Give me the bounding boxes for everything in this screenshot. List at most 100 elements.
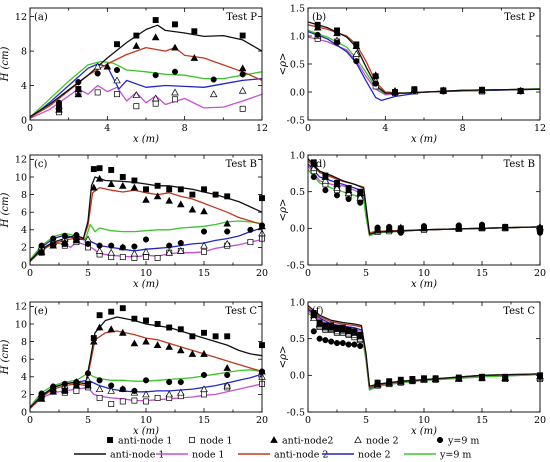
point-d-anti_node_1-11 [502,223,509,230]
point-c-y9-4 [84,240,92,247]
xtick-e-4: 20 [256,415,268,426]
point-e-y9-11 [177,379,184,386]
point-a-y9-5 [171,68,179,75]
ytick-b-0: -0.5 [287,115,305,126]
point-a-y9-2 [94,70,101,77]
point-d-anti_node_1-2 [334,179,340,186]
point-c-node_2-10 [165,248,173,256]
point-e-anti_node_2-8 [119,328,127,336]
ylabel-d: <ρ> [278,199,289,222]
legend-marker-node_1 [189,437,195,443]
point-e-y9-12 [200,371,208,379]
point-e-y9-13 [224,371,231,379]
point-c-anti_node_1-15 [212,191,219,198]
ytick-f-2: 0.5 [290,334,305,345]
point-a-anti_node_2-3 [132,41,141,49]
panel-c: 0 5 10 15 20 0 2 4 6 8 10 12 x (m) H (cm) (c) Test B [0,154,268,290]
line-a-anti_node_1 [30,24,262,118]
ytick-e-2: 4 [21,372,27,383]
xtick-a-3: 12 [256,123,268,134]
point-a-anti_node_1-6 [191,28,198,35]
xlabel-b: x (m) [411,134,437,145]
point-e-node_1-13 [201,391,207,398]
point-a-anti_node_2-7 [238,64,247,72]
point-a-node_1-7 [239,105,246,112]
ytick-a-3: 12 [15,12,27,23]
panel-label-b: (b) [312,12,326,23]
point-a-node_1-2 [94,89,101,96]
ytick-c-0: 0 [21,260,27,271]
point-a-node_2-4 [132,91,141,98]
panel-label-a: (a) [34,12,48,23]
ylabel-a: H (cm) [0,47,11,83]
point-c-y9-9 [142,236,150,243]
legend-simulated-label-node_2: node 2 [358,450,391,461]
xtick-e-2: 10 [140,415,152,426]
panel-label-e: (e) [34,306,48,317]
legend-measured-label-anti_node_2: anti-node2 [282,436,333,447]
xtick-b-3: 12 [534,123,546,134]
point-e-anti_node_2-16 [223,364,231,371]
point-e-node_2-9 [142,390,150,398]
legend-marker-y9 [436,436,444,444]
point-c-anti_node_1-2 [61,240,68,247]
point-c-y9-12 [200,228,208,235]
point-e-node_2-11 [177,388,185,396]
point-b-anti_node_1-6 [440,87,447,94]
test-label-f: Test C [503,306,535,317]
line-e-anti_node_2 [30,330,262,409]
point-c-anti_node_2-14 [200,207,208,215]
point-d-anti_node_1-10 [479,224,485,231]
point-b-node_2-2 [352,49,361,57]
legend: anti-node 1 node 1 anti-node2 node 2 y=9 m an… [74,436,479,461]
point-e-node_2-10 [165,390,173,398]
point-a-anti_node_2-6 [190,54,199,61]
ytick-e-6: 12 [15,302,27,313]
ytick-f-0: -0.5 [287,407,305,418]
xtick-a-0: 0 [27,123,33,134]
point-c-y9-6 [108,242,115,249]
ytick-d-3: 1.0 [290,150,305,161]
point-d-anti_node_1-1 [322,172,329,179]
legend-simulated-label-anti_node_2: anti-node 2 [274,450,328,461]
point-f-anti_node_1-11 [397,376,404,383]
point-c-anti_node_2-13 [188,205,197,213]
legend-measured-label-node_2: node 2 [366,436,399,447]
point-a-node_2-6 [171,88,179,96]
point-f-anti_node_1-3 [328,322,335,329]
line-d-anti_node_2 [308,160,540,234]
point-a-y9-6 [210,76,217,83]
point-f-anti_node_1-1 [316,319,323,326]
point-c-anti_node_1-9 [143,186,149,193]
point-e-anti_node_1-9 [131,315,138,322]
ytick-d-0: -0.5 [287,260,305,271]
point-e-y9-4 [84,370,92,377]
point-c-anti_node_1-5 [96,165,103,172]
xtick-c-0: 0 [27,268,33,279]
point-c-node_1-15 [247,239,254,246]
xtick-c-3: 15 [198,268,210,279]
xtick-f-1: 5 [363,415,369,426]
point-c-anti_node_2-7 [119,181,127,189]
line-e-node_1 [30,383,262,409]
point-a-node_2-8 [238,86,247,94]
ytick-f-3: 1.0 [290,297,305,308]
point-a-anti_node_1-4 [152,17,159,24]
point-d-node_2-1 [321,176,330,184]
point-f-anti_node_1-12 [409,376,416,382]
point-e-anti_node_2-6 [95,323,104,331]
point-b-anti_node_1-4 [392,89,398,95]
point-f-anti_node_1-10 [386,378,393,385]
ytick-b-2: 0.5 [290,59,305,70]
point-e-y9-2 [61,380,68,387]
xtick-d-1: 5 [363,268,369,279]
test-label-c: Test B [226,159,258,170]
point-c-node_1-9 [143,254,149,261]
panel-label-c: (c) [34,159,48,170]
point-c-y9-14 [247,226,254,233]
ytick-e-3: 6 [21,355,27,366]
xtick-f-2: 10 [418,415,430,426]
test-label-d: Test B [504,159,536,170]
point-a-anti_node_2-2 [103,62,112,70]
xtick-b-1: 4 [382,123,388,134]
